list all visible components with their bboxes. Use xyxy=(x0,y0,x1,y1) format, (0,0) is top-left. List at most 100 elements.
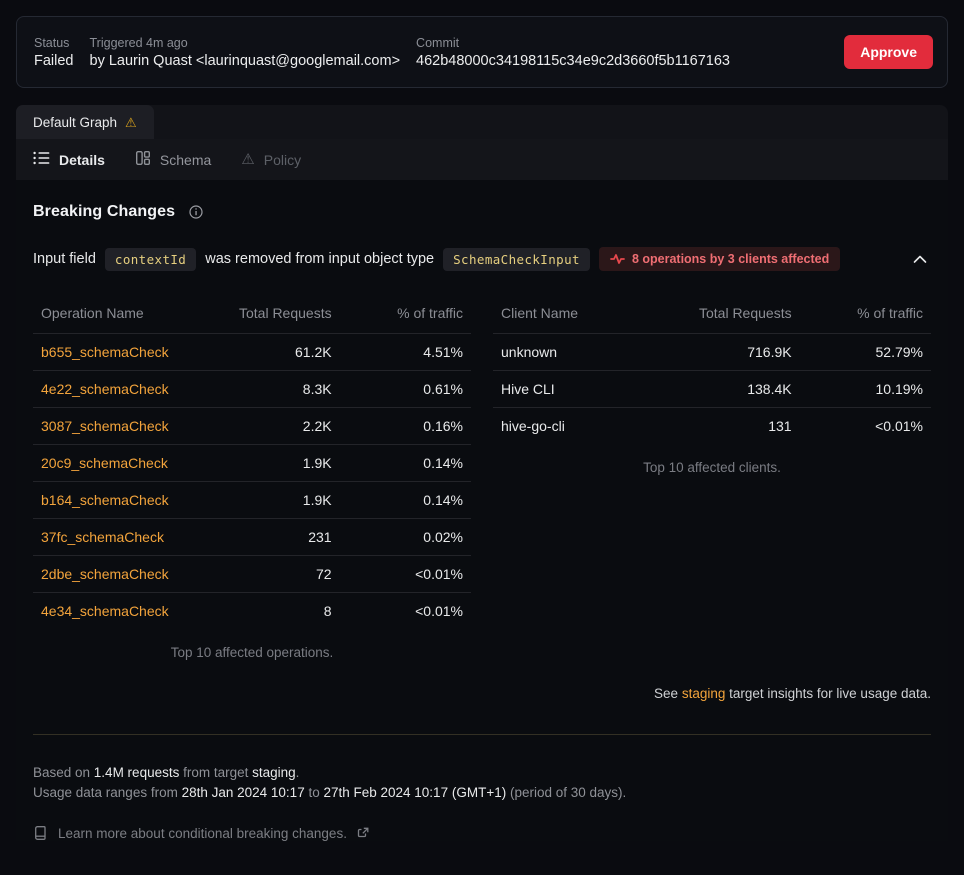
breaking-change-accordion[interactable]: Input field contextId was removed from i… xyxy=(33,247,931,271)
table-row: b164_schemaCheck 1.9K 0.14% xyxy=(33,481,471,519)
table-row: 3087_schemaCheck 2.2K 0.16% xyxy=(33,407,471,445)
book-icon xyxy=(33,825,48,841)
operations-table: Operation Name Total Requests% of traffic… xyxy=(33,297,471,629)
table-row: 20c9_schemaCheck 1.9K 0.14% xyxy=(33,444,471,482)
operation-link[interactable]: 3087_schemaCheck xyxy=(33,407,231,445)
status-value: Failed xyxy=(34,52,74,69)
operation-link[interactable]: 20c9_schemaCheck xyxy=(33,444,231,482)
policy-warning-icon: ⚠ xyxy=(241,151,255,168)
clients-header-row: Client Name Total Requests% of traffic xyxy=(493,297,931,334)
external-link-icon xyxy=(357,827,369,839)
triggered-column: Triggered 4m ago by Laurin Quast <laurin… xyxy=(90,36,401,69)
insights-note: See staging target insights for live usa… xyxy=(33,686,931,701)
date-to: 27th Feb 2024 10:17 (GMT+1) xyxy=(323,785,507,800)
page: Status Failed Triggered 4m ago by Laurin… xyxy=(16,16,948,841)
value-cell: 131 xyxy=(690,407,800,444)
range-suffix: (period of 30 days). xyxy=(506,785,627,800)
value-cell: 4.51% xyxy=(423,344,463,360)
value-cell: 72 xyxy=(230,555,340,593)
graph-tab-label: Default Graph xyxy=(33,114,118,130)
value-cell: 0.14% xyxy=(339,481,471,519)
status-label: Status xyxy=(34,35,70,50)
value-cell: 8.3K xyxy=(230,370,340,408)
tab-schema[interactable]: Schema xyxy=(135,150,211,169)
value-cell: 2.2K xyxy=(230,407,340,445)
affected-tables: Operation Name Total Requests% of traffic… xyxy=(33,297,931,660)
value-cell: 8 xyxy=(230,592,340,629)
insights-note-suffix: target insights for live usage data. xyxy=(725,686,931,701)
date-range-line: Usage data ranges from 28th Jan 2024 10:… xyxy=(33,783,931,803)
tab-policy-label: Policy xyxy=(263,151,302,168)
impact-badge: 8 operations by 3 clients affected xyxy=(598,247,841,271)
tab-details[interactable]: Details xyxy=(33,151,105,168)
staging-insights-link[interactable]: staging xyxy=(681,686,726,701)
based-prefix: Based on xyxy=(33,765,94,780)
column-header: Client Name xyxy=(493,297,691,334)
chevron-up-icon[interactable] xyxy=(909,251,931,268)
operations-header-row: Operation Name Total Requests% of traffic xyxy=(33,297,471,334)
list-icon xyxy=(33,151,50,168)
range-prefix: Usage data ranges from xyxy=(33,785,182,800)
value-cell: 0.14% xyxy=(339,444,471,482)
value-cell: 0.61% xyxy=(339,370,471,408)
operation-link[interactable]: 4e34_schemaCheck xyxy=(33,592,231,629)
request-count: 1.4M requests xyxy=(93,765,180,780)
table-row: b655_schemaCheck 61.2K 4.51% xyxy=(33,334,471,371)
table-row: Hive CLI 138.4K 10.19% xyxy=(493,370,931,408)
to-word: to xyxy=(304,785,324,800)
operation-link[interactable]: b164_schemaCheck xyxy=(33,481,231,519)
table-row: unknown 716.9K 52.79% xyxy=(493,334,931,371)
check-header-card: Status Failed Triggered 4m ago by Laurin… xyxy=(16,16,948,88)
field-code-badge: contextId xyxy=(104,247,197,271)
name-cell: Hive CLI xyxy=(493,370,691,408)
column-header: % of traffic xyxy=(799,297,931,334)
triggered-label: Triggered 4m ago xyxy=(89,35,188,50)
tab-schema-label: Schema xyxy=(159,151,212,168)
value-cell: 1.9K xyxy=(230,481,340,519)
change-text-middle: was removed from input object type xyxy=(205,251,435,267)
tab-policy[interactable]: ⚠ Policy xyxy=(241,152,301,168)
column-header: % of traffic xyxy=(339,297,471,334)
usage-summary: Based on 1.4M requests from target stagi… xyxy=(33,763,931,803)
section-divider xyxy=(33,734,931,735)
operations-column: Operation Name Total Requests% of traffic… xyxy=(33,297,471,660)
commit-hash: 462b48000c34198115c34e9c2d3660f5b1167163 xyxy=(416,52,730,69)
based-on-line: Based on 1.4M requests from target stagi… xyxy=(33,763,931,783)
info-icon[interactable] xyxy=(189,205,203,219)
table-row: 2dbe_schemaCheck 72 <0.01% xyxy=(33,555,471,593)
change-text-prefix: Input field xyxy=(33,251,96,267)
operation-link[interactable]: 4e22_schemaCheck xyxy=(33,370,231,408)
value-cell: <0.01% xyxy=(339,592,471,629)
graph-tabbar: Default Graph ⚠ xyxy=(16,105,948,139)
operation-link[interactable]: b655_schemaCheck xyxy=(41,344,169,360)
learn-more-link[interactable]: Learn more about conditional breaking ch… xyxy=(33,825,931,841)
schema-icon xyxy=(135,150,151,169)
table-row: 4e34_schemaCheck 8 <0.01% xyxy=(33,592,471,629)
status-column: Status Failed xyxy=(34,36,74,69)
pulse-icon xyxy=(610,253,625,265)
operation-link[interactable]: 2dbe_schemaCheck xyxy=(33,555,231,593)
value-cell: 0.02% xyxy=(339,518,471,556)
column-header: Total Requests xyxy=(230,297,340,334)
view-toolbar: Details Schema ⚠ Policy xyxy=(16,139,948,180)
tab-default-graph[interactable]: Default Graph ⚠ xyxy=(16,105,154,139)
commit-label: Commit xyxy=(416,35,460,50)
approve-button[interactable]: Approve xyxy=(844,35,933,69)
period-dot: . xyxy=(295,765,300,780)
value-cell: 10.19% xyxy=(799,370,931,408)
from-target-text: from target xyxy=(179,765,253,780)
check-detail-card: Default Graph ⚠ Details Schema ⚠ Policy xyxy=(16,105,948,841)
column-header: Operation Name xyxy=(33,297,231,334)
value-cell: 1.9K xyxy=(230,444,340,482)
table-row: hive-go-cli 131 <0.01% xyxy=(493,407,931,444)
value-cell: <0.01% xyxy=(339,555,471,593)
value-cell: <0.01% xyxy=(799,407,931,444)
date-from: 28th Jan 2024 10:17 xyxy=(181,785,305,800)
insights-note-prefix: See xyxy=(654,686,682,701)
operations-table-caption: Top 10 affected operations. xyxy=(170,645,334,660)
details-content: Breaking Changes Input field contextId w… xyxy=(16,180,948,841)
tab-details-label: Details xyxy=(59,151,105,168)
name-cell: unknown xyxy=(501,344,558,360)
learn-more-label: Learn more about conditional breaking ch… xyxy=(58,825,347,841)
operation-link[interactable]: 37fc_schemaCheck xyxy=(33,518,231,556)
